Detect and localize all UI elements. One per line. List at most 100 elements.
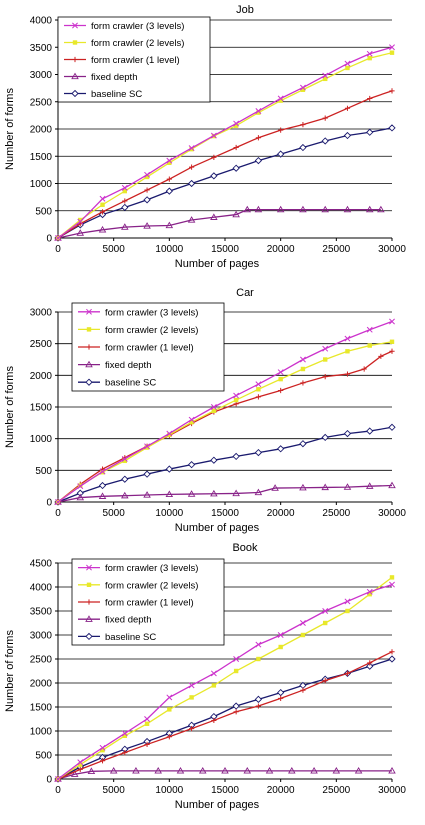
data-point [211,683,217,688]
data-point [100,748,105,753]
y-tick-label: 500 [35,206,52,217]
data-point [166,176,172,182]
data-point [99,209,106,215]
data-point [389,339,395,344]
data-point [210,404,217,410]
series-fixed-depth [54,205,385,241]
data-point [254,695,263,703]
data-point [366,427,374,435]
legend: form crawler (3 levels) form crawler (2 l… [71,302,225,392]
data-point [388,481,396,489]
x-tick-label: 30000 [378,508,406,519]
chart-title: Car [236,287,254,299]
data-point [211,717,217,724]
y-tick-label: 4000 [30,583,53,594]
data-point [343,131,352,140]
data-point [323,620,328,626]
data-point [321,433,329,442]
data-point [254,205,263,213]
data-point [189,695,194,700]
data-point [278,695,284,701]
data-point [278,644,283,650]
series-line [57,52,393,239]
legend-swatch-marker [85,378,93,386]
data-point [77,218,84,225]
y-tick-label: 0 [46,498,52,509]
data-point [167,160,172,165]
data-point [121,475,129,483]
data-point [187,216,196,223]
data-point [322,374,328,380]
data-point [144,721,150,726]
data-point [143,470,151,478]
x-tick-label: 30000 [378,244,406,255]
y-axis-title: Number of forms [4,630,16,712]
data-point [299,205,307,213]
data-point [122,188,127,194]
x-tick-label: 20000 [267,785,295,796]
data-point [278,127,284,133]
y-tick-label: 2500 [30,339,53,350]
data-point [100,202,105,207]
data-point [299,143,307,152]
data-point [232,210,240,218]
data-point [233,120,240,127]
data-point [233,392,240,399]
y-tick-label: 3500 [30,43,53,54]
series-line [57,90,393,239]
data-point [377,205,385,213]
series-line [57,426,393,503]
data-point [389,44,395,51]
data-point [232,452,240,461]
data-point [310,766,318,774]
chart-title: Book [232,542,258,554]
data-point [300,122,306,128]
y-tick-label: 1500 [30,152,53,163]
data-point [76,489,84,497]
y-tick-label: 3000 [30,308,53,319]
data-point [365,482,374,489]
series-fixed-depth [54,766,396,782]
data-point [99,758,106,764]
data-point [167,432,172,438]
x-tick-label: 15000 [211,785,239,796]
data-point [166,157,173,164]
legend-swatch-marker [72,22,78,29]
x-tick-label: 15000 [211,244,239,255]
data-point [198,766,207,774]
data-point [77,766,83,772]
data-point [388,423,396,431]
x-axis-title: Number of pages [175,522,260,534]
data-point [299,356,306,363]
data-point [221,766,229,774]
data-point [343,483,352,490]
legend-swatch-marker [86,327,92,332]
data-point [389,649,395,655]
data-point [367,95,373,102]
x-tick-label: 20000 [267,244,295,255]
data-point [366,128,374,136]
legend-swatch-marker [85,360,93,368]
data-point [389,318,395,325]
data-point [154,766,162,774]
data-point [255,703,261,709]
series-form-crawler-2-levels- [55,575,395,782]
data-point [233,668,239,674]
data-point [389,88,395,94]
data-point [166,430,173,437]
data-point [121,491,129,499]
data-point [98,481,107,490]
data-point [87,767,96,774]
legend-label: fixed depth [91,72,137,83]
legend-label: form crawler (1 level) [105,598,194,609]
y-axis-title: Number of forms [4,366,16,448]
data-point [354,766,363,774]
x-tick-label: 10000 [155,785,183,796]
series-baseline-sc [54,655,396,783]
legend: form crawler (3 levels) form crawler (2 l… [57,16,211,103]
x-tick-label: 10000 [155,508,183,519]
y-tick-label: 4500 [30,559,53,570]
data-point [254,156,263,165]
data-point [322,72,329,79]
